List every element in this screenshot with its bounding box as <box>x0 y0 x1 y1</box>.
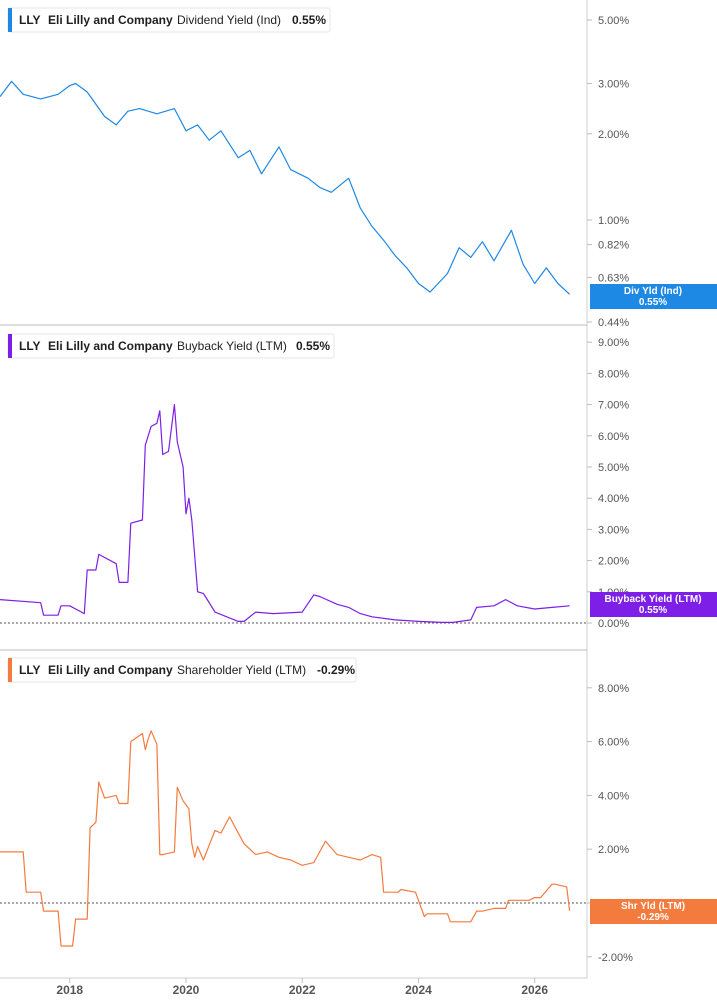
badge-label: Div Yld (Ind) <box>624 286 682 297</box>
y-tick-label: 5.00% <box>598 15 629 27</box>
badge-label: Buyback Yield (LTM) <box>604 594 701 605</box>
y-tick-label: 0.00% <box>598 618 629 630</box>
legend-company: Eli Lilly and Company <box>48 13 173 27</box>
x-tick-label: 2018 <box>56 983 83 997</box>
x-tick-label: 2022 <box>289 983 316 997</box>
series-line <box>0 404 570 623</box>
y-tick-label: 2.00% <box>598 844 629 856</box>
legend-value: 0.55% <box>296 339 330 353</box>
legend-metric: Dividend Yield (Ind) <box>177 13 281 27</box>
y-tick-label: 8.00% <box>598 683 629 695</box>
current-value-badge <box>590 899 717 924</box>
x-tick-label: 2024 <box>405 983 432 997</box>
legend-color-swatch <box>8 334 12 358</box>
legend-metric: Buyback Yield (LTM) <box>177 339 287 353</box>
y-tick-label: 2.00% <box>598 556 629 568</box>
y-tick-label: -2.00% <box>598 952 633 964</box>
badge-value: 0.55% <box>639 605 667 616</box>
y-tick-label: 4.00% <box>598 493 629 505</box>
y-tick-label: 5.00% <box>598 462 629 474</box>
legend-value: -0.29% <box>317 663 355 677</box>
y-tick-label: 7.00% <box>598 400 629 412</box>
current-value-badge <box>590 284 717 309</box>
y-tick-label: 8.00% <box>598 368 629 380</box>
x-tick-label: 2026 <box>521 983 548 997</box>
legend-company: Eli Lilly and Company <box>48 663 173 677</box>
badge-label: Shr Yld (LTM) <box>621 901 685 912</box>
legend-ticker: LLY <box>19 13 41 27</box>
legend-metric: Shareholder Yield (LTM) <box>177 663 306 677</box>
y-tick-label: 3.00% <box>598 78 629 90</box>
y-tick-label: 0.63% <box>598 272 629 284</box>
legend-value: 0.55% <box>292 13 326 27</box>
y-tick-label: 2.00% <box>598 129 629 141</box>
y-tick-label: 3.00% <box>598 524 629 536</box>
y-tick-label: 0.44% <box>598 317 629 329</box>
x-tick-label: 2020 <box>173 983 200 997</box>
y-tick-label: 6.00% <box>598 737 629 749</box>
badge-value: 0.55% <box>639 297 667 308</box>
badge-value: -0.29% <box>637 912 669 923</box>
y-tick-label: 0.82% <box>598 240 629 252</box>
legend-color-swatch <box>8 8 12 32</box>
y-tick-label: 6.00% <box>598 431 629 443</box>
legend-ticker: LLY <box>19 663 41 677</box>
legend-company: Eli Lilly and Company <box>48 339 173 353</box>
y-tick-label: 4.00% <box>598 790 629 802</box>
series-line <box>0 80 571 295</box>
current-value-badge <box>590 592 717 617</box>
legend-color-swatch <box>8 658 12 682</box>
legend-ticker: LLY <box>19 339 41 353</box>
y-tick-label: 1.00% <box>598 215 629 227</box>
y-tick-label: 9.00% <box>598 337 629 349</box>
series-line <box>0 730 571 947</box>
